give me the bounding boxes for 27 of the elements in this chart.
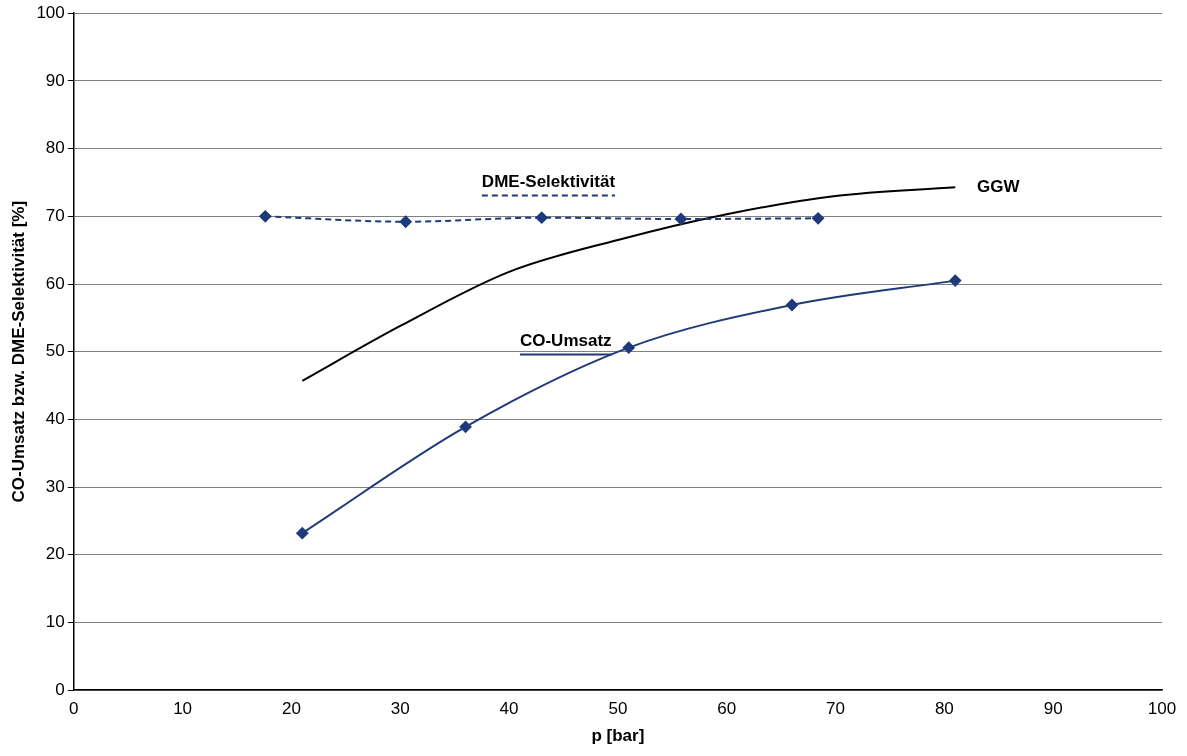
x-axis-title: p [bar]: [591, 726, 645, 746]
series-label: GGW: [977, 176, 1021, 196]
y-tick-label: 100: [36, 2, 65, 22]
y-tick-label: 20: [45, 544, 65, 564]
x-tick-label: 90: [1043, 699, 1063, 719]
y-tick-label: 60: [45, 273, 65, 293]
y-tick-label: 90: [45, 70, 65, 90]
x-tick-label: 80: [934, 699, 954, 719]
y-axis-title: CO-Umsatz bzw. DME-Selektivität [%]: [8, 200, 28, 503]
series-label: CO-Umsatz: [519, 331, 612, 351]
x-tick-label: 100: [1147, 699, 1177, 719]
y-tick-label: 40: [45, 409, 65, 429]
y-tick-label: 80: [45, 138, 65, 158]
y-tick-label: 0: [55, 679, 65, 699]
x-tick-label: 30: [390, 699, 410, 719]
y-tick-label: 70: [45, 205, 65, 225]
x-tick-label: 70: [826, 699, 845, 719]
x-tick-label: 40: [499, 699, 519, 719]
x-tick-label: 50: [608, 699, 628, 719]
x-tick-label: 60: [717, 699, 737, 719]
series-label: DME-Selektivität: [481, 172, 616, 192]
x-tick-label: 20: [281, 699, 301, 719]
y-tick-label: 10: [45, 612, 65, 632]
x-tick-label: 10: [173, 699, 193, 719]
x-tick-label: 0: [69, 699, 79, 719]
y-tick-label: 30: [45, 476, 65, 496]
y-tick-label: 50: [45, 341, 65, 361]
